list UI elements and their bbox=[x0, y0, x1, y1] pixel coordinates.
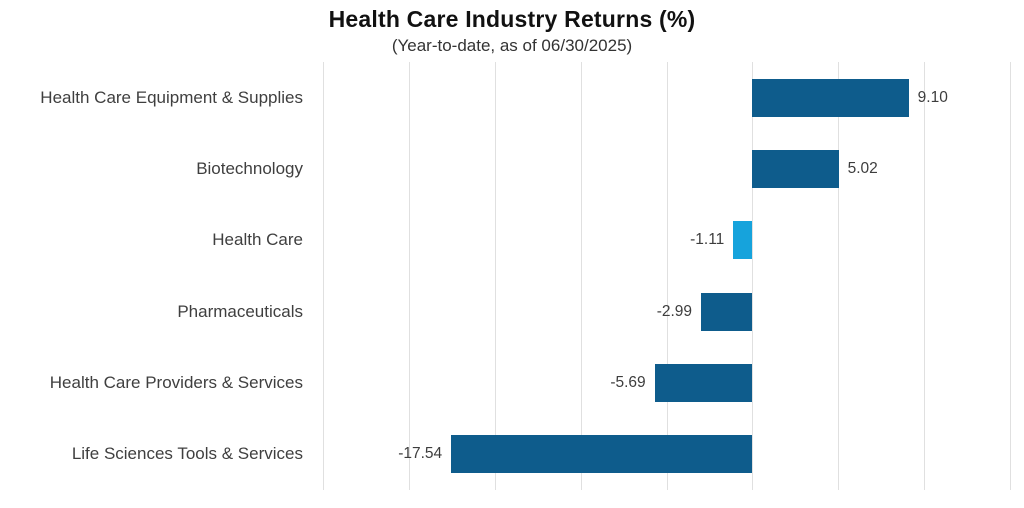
gridline bbox=[838, 62, 840, 490]
chart-subtitle: (Year-to-date, as of 06/30/2025) bbox=[391, 36, 633, 55]
category-label: Life Sciences Tools & Services bbox=[71, 444, 303, 464]
bar-value-label: -5.69 bbox=[610, 374, 646, 391]
bar bbox=[752, 150, 839, 188]
bar-value-label: -17.54 bbox=[398, 445, 443, 463]
bar-value-label: -2.99 bbox=[656, 302, 693, 320]
plot-area: 9.10 5.02 -1.11 -2.99 -5.69 -17.54 bbox=[323, 62, 1011, 490]
bar bbox=[701, 292, 753, 331]
bar bbox=[733, 221, 753, 260]
bar-value-label: 9.10 bbox=[917, 88, 948, 106]
gridline bbox=[752, 62, 754, 490]
gridline bbox=[666, 62, 668, 490]
gridline bbox=[1010, 62, 1011, 490]
bar-value-label: 5.02 bbox=[847, 160, 878, 177]
gridline bbox=[580, 62, 582, 490]
category-label: Health Care Providers & Services bbox=[49, 373, 303, 392]
category-label: Health Care bbox=[212, 230, 303, 250]
category-label: Biotechnology bbox=[196, 159, 303, 178]
bar bbox=[752, 78, 909, 117]
gridline bbox=[408, 62, 410, 490]
gridline bbox=[924, 62, 926, 490]
gridline bbox=[323, 62, 324, 490]
category-label: Pharmaceuticals bbox=[177, 301, 303, 321]
bar-value-label: -1.11 bbox=[690, 231, 725, 249]
bar bbox=[654, 364, 753, 402]
chart-title: Health Care Industry Returns (%) bbox=[328, 6, 696, 32]
category-label: Health Care Equipment & Supplies bbox=[40, 87, 303, 107]
bar bbox=[451, 435, 753, 474]
gridline bbox=[494, 62, 496, 490]
